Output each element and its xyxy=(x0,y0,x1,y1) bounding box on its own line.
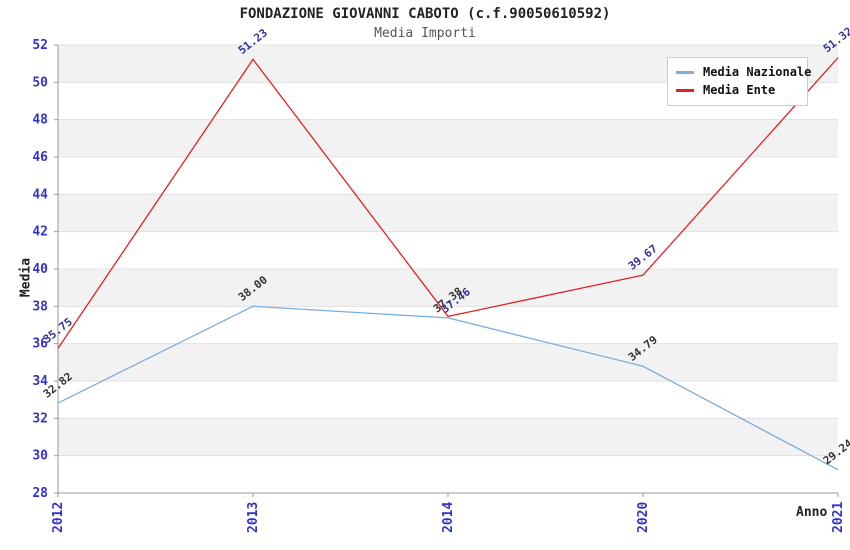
legend-item-label: Media Ente xyxy=(703,83,776,97)
y-tick-label: 36 xyxy=(32,337,48,352)
y-tick-label: 38 xyxy=(32,299,48,314)
series-line-media-ente xyxy=(57,57,839,349)
y-tick-label: 32 xyxy=(32,411,48,426)
plot-band xyxy=(58,194,838,232)
x-tick-label: 2013 xyxy=(246,502,261,533)
y-axis-title: Media xyxy=(18,257,34,298)
plot-band xyxy=(58,119,838,157)
x-tick-label: 2012 xyxy=(51,502,66,533)
plot-band xyxy=(58,418,838,456)
series-line-media-nazionale xyxy=(57,305,839,471)
point-label: 39.67 xyxy=(626,242,660,273)
legend-swatch-line-icon xyxy=(676,88,694,92)
y-tick-label: 34 xyxy=(32,374,48,389)
x-axis-title: Anno xyxy=(796,505,828,520)
y-tick-label: 46 xyxy=(32,150,48,165)
plot-band xyxy=(58,343,838,381)
x-tick-label: 2020 xyxy=(636,502,651,533)
chart-title: FONDAZIONE GIOVANNI CABOTO (c.f.90050610… xyxy=(239,6,611,22)
legend: Media Nazionale Media Ente xyxy=(667,57,811,106)
legend-item-media-ente: Media Ente xyxy=(676,81,807,99)
y-tick-label: 42 xyxy=(32,225,48,240)
y-tick-label: 44 xyxy=(32,187,48,202)
y-tick-label: 52 xyxy=(32,38,48,53)
chart-subtitle: Media Importi xyxy=(374,26,476,41)
legend-swatch-line-icon xyxy=(676,70,694,74)
y-tick-label: 30 xyxy=(32,449,48,464)
legend-item-media-nazionale: Media Nazionale xyxy=(676,63,811,81)
y-tick-label: 50 xyxy=(32,75,48,90)
y-tick-label: 28 xyxy=(32,486,48,501)
plot-band xyxy=(58,269,838,307)
y-tick-label: 40 xyxy=(32,262,48,277)
y-tick-label: 48 xyxy=(32,113,48,128)
x-tick-label: 2014 xyxy=(441,502,456,533)
x-tick-label: 2021 xyxy=(831,502,846,533)
legend-item-label: Media Nazionale xyxy=(703,65,812,79)
